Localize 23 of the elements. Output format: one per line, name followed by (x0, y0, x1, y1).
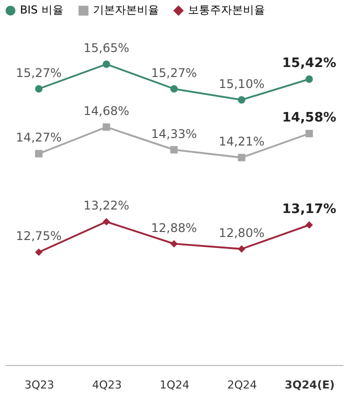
data-label: 13,22% (84, 198, 130, 213)
data-label: 15,27% (151, 66, 197, 80)
data-label: 14,21% (218, 134, 264, 149)
data-label: 15,42% (282, 56, 336, 72)
data-label: 15,65% (84, 41, 130, 56)
x-tick-label: 3Q24(E) (284, 378, 335, 392)
x-tick-label: 1Q24 (160, 378, 190, 392)
data-label: 15,10% (218, 76, 264, 91)
data-label: 14,68% (84, 104, 130, 118)
x-tick-label: 3Q23 (24, 378, 54, 392)
data-label: 12,80% (218, 226, 264, 240)
data-label: 14,58% (282, 110, 336, 126)
legend-label: BIS 비율 (20, 4, 64, 17)
data-label: 15,27% (16, 66, 62, 80)
legend-label: 보통주자본비율 (188, 4, 265, 17)
legend-label: 기본자본비율 (93, 4, 159, 17)
data-label: 13,17% (282, 202, 336, 217)
x-tick-label: 2Q24 (227, 378, 257, 392)
x-tick-label: 4Q23 (92, 378, 122, 392)
data-label: 14,27% (16, 130, 62, 145)
data-label: 14,33% (151, 126, 197, 141)
data-label: 12,75% (16, 229, 62, 244)
data-label: 12,88% (151, 220, 197, 235)
